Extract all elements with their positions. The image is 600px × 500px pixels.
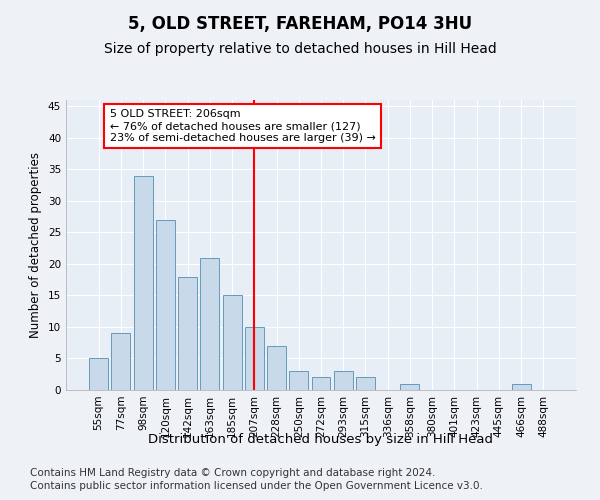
Bar	[156, 220, 175, 390]
Text: Contains public sector information licensed under the Open Government Licence v3: Contains public sector information licen…	[30, 481, 483, 491]
Bar	[245, 327, 264, 390]
Bar	[178, 276, 197, 390]
Bar	[112, 334, 130, 390]
Bar	[400, 384, 419, 390]
Y-axis label: Number of detached properties: Number of detached properties	[29, 152, 43, 338]
Text: Size of property relative to detached houses in Hill Head: Size of property relative to detached ho…	[104, 42, 496, 56]
Bar	[512, 384, 530, 390]
Bar	[89, 358, 108, 390]
Text: Distribution of detached houses by size in Hill Head: Distribution of detached houses by size …	[149, 432, 493, 446]
Bar	[223, 296, 242, 390]
Bar	[289, 371, 308, 390]
Bar	[311, 378, 331, 390]
Bar	[134, 176, 152, 390]
Bar	[356, 378, 375, 390]
Text: 5 OLD STREET: 206sqm
← 76% of detached houses are smaller (127)
23% of semi-deta: 5 OLD STREET: 206sqm ← 76% of detached h…	[110, 110, 376, 142]
Bar	[334, 371, 353, 390]
Text: Contains HM Land Registry data © Crown copyright and database right 2024.: Contains HM Land Registry data © Crown c…	[30, 468, 436, 477]
Text: 5, OLD STREET, FAREHAM, PO14 3HU: 5, OLD STREET, FAREHAM, PO14 3HU	[128, 15, 472, 33]
Bar	[200, 258, 219, 390]
Bar	[267, 346, 286, 390]
